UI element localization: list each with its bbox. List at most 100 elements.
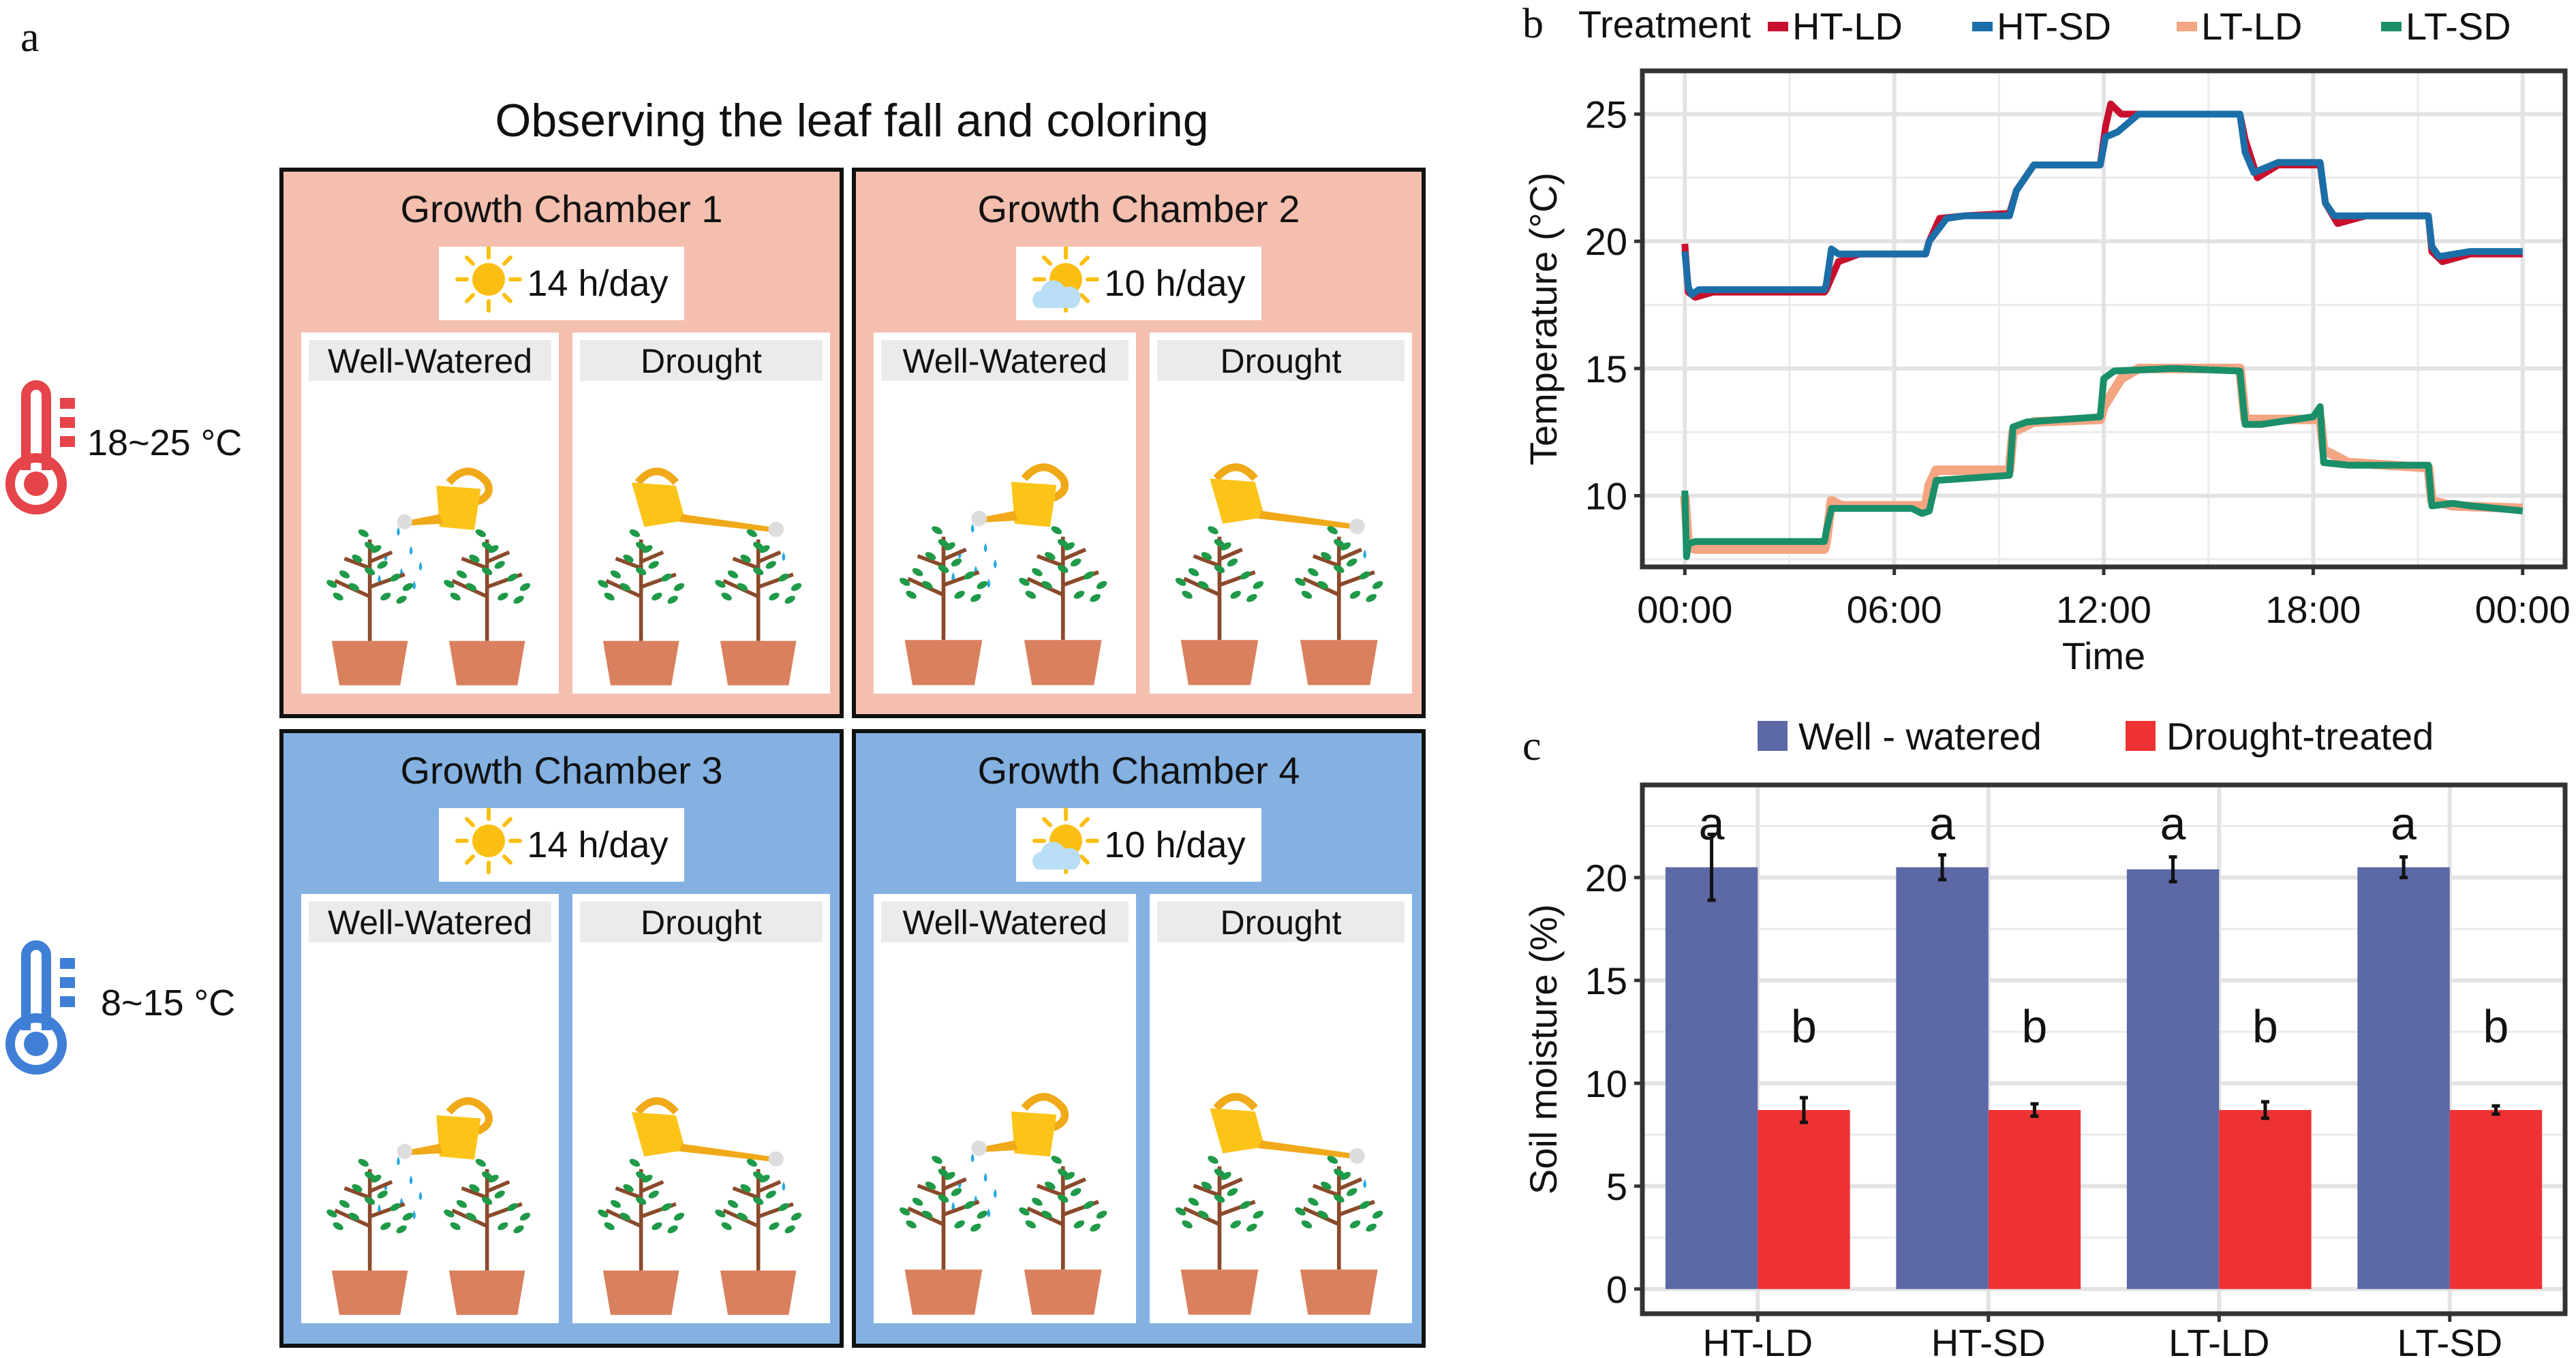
- thermometer-icon: [5, 940, 75, 1075]
- photoperiod-badge: 14 h/day: [439, 807, 684, 884]
- y-tick-label: 15: [1585, 348, 1627, 390]
- growth-chamber-1: Growth Chamber 1 14 h/day Well-Watered D…: [279, 168, 844, 718]
- significance-letter: a: [2160, 798, 2186, 850]
- x-tick-label: 00:00: [1637, 588, 1732, 631]
- potted-plant-icon: [899, 1156, 988, 1315]
- y-tick-label: 15: [1585, 959, 1627, 1002]
- legend-label: LT-SD: [2406, 5, 2511, 48]
- photoperiod-label: 10 h/day: [1104, 263, 1246, 304]
- panel-label-a: a: [20, 14, 40, 61]
- series-line-ht-sd: [1681, 110, 2523, 298]
- water-drop-icon: [782, 1182, 786, 1191]
- treatment-label: Well-Watered: [309, 901, 551, 942]
- photoperiod-badge: 14 h/day: [439, 245, 684, 322]
- significance-letter: b: [1791, 1000, 1817, 1052]
- water-drop-icon: [1363, 1179, 1367, 1188]
- y-tick-label: 0: [1606, 1268, 1627, 1311]
- legend-label: LT-LD: [2201, 5, 2302, 48]
- bar-ht-sd-well-watered: [1896, 867, 1989, 1289]
- y-axis-title: Soil moisture (%): [1522, 904, 1565, 1194]
- significance-letter: a: [2391, 798, 2417, 850]
- treatment-well-watered: Well-Watered: [301, 894, 559, 1323]
- series-line-lt-sd: [1681, 365, 2524, 561]
- treatment-drought: Drought: [572, 894, 830, 1323]
- treatment-drought: Drought: [572, 333, 830, 694]
- water-drop-icon: [409, 546, 413, 555]
- sun-icon: [455, 807, 523, 884]
- water-drop-icon: [951, 1201, 955, 1211]
- watering-can-icon: [397, 467, 493, 530]
- treatment-label: Drought: [1157, 901, 1405, 942]
- water-drop-icon: [970, 523, 975, 533]
- temperature-chart: Treatment HT-LD HT-SD LT-LD LT-SD 10 15 20 25 00:…: [1522, 0, 2576, 709]
- bar-lt-sd-drought: [2449, 1110, 2543, 1289]
- legend-swatch: [1768, 22, 1788, 31]
- legend-label: Well - watered: [1798, 715, 2042, 758]
- watering-can-icon: [397, 1097, 493, 1160]
- watering-can-icon: [1210, 1093, 1365, 1164]
- growth-chamber-3: Growth Chamber 3 14 h/day Well-Watered D…: [279, 729, 844, 1348]
- potted-plant-icon: [598, 1158, 685, 1315]
- water-drop-icon: [397, 1156, 400, 1166]
- legend-swatch: [2381, 22, 2402, 31]
- legend-swatch: [1758, 721, 1788, 751]
- growth-chamber-4: Growth Chamber 4 10 h/day Well-Watered D…: [852, 729, 1426, 1348]
- treatment-well-watered: Well-Watered: [874, 894, 1136, 1323]
- legend-label: Drought-treated: [2166, 715, 2434, 758]
- x-tick-label: LT-LD: [2168, 1321, 2269, 1358]
- water-drop-icon: [418, 1191, 423, 1201]
- watering-can-icon: [971, 1093, 1069, 1157]
- legend-swatch: [2126, 721, 2156, 751]
- treatment-label: Well-Watered: [881, 340, 1129, 381]
- potted-plant-icon: [1019, 1156, 1107, 1315]
- watering-can-icon: [631, 1097, 784, 1167]
- potted-plant-icon: [899, 526, 988, 685]
- x-tick-label: LT-SD: [2397, 1321, 2502, 1358]
- treatment-drought: Drought: [1150, 333, 1412, 694]
- potted-plant-icon: [326, 1158, 414, 1315]
- water-drop-icon: [378, 1203, 381, 1213]
- temperature-range-label: 8~15 °C: [101, 983, 236, 1023]
- treatment-label: Drought: [580, 340, 823, 381]
- potted-plant-icon: [715, 529, 802, 685]
- treatment-label: Drought: [580, 901, 823, 942]
- photoperiod-badge: 10 h/day: [1016, 807, 1261, 882]
- potted-plant-icon: [1175, 526, 1264, 685]
- potted-plant-icon: [1019, 526, 1107, 685]
- water-drop-icon: [987, 1208, 991, 1218]
- water-drop-icon: [987, 578, 991, 588]
- temperature-group-low: 8~15 °C: [5, 928, 235, 1078]
- panel-label-b: b: [1522, 1, 1544, 47]
- water-drop-icon: [983, 543, 987, 553]
- potted-plant-icon: [326, 529, 414, 685]
- plot-border: [1640, 782, 2568, 1316]
- bar-ht-sd-drought: [1988, 1110, 2081, 1289]
- y-tick-label: 25: [1585, 93, 1627, 136]
- chamber-title: Growth Chamber 2: [977, 187, 1300, 230]
- potted-plant-icon: [1295, 526, 1383, 685]
- potted-plant-icon: [444, 1158, 531, 1315]
- y-tick-label: 5: [1606, 1165, 1627, 1208]
- water-drop-icon: [412, 1210, 416, 1220]
- significance-letter: b: [2252, 1000, 2278, 1052]
- significance-letter: a: [1699, 798, 1725, 850]
- soil-moisture-chart-svg: Well - watered Drought-treated a a a a b b b b 0 5 1…: [1522, 715, 2568, 1358]
- water-drop-icon: [418, 561, 423, 571]
- watering-can-icon: [971, 463, 1069, 527]
- legend-title: Treatment: [1578, 3, 1751, 46]
- bar-lt-sd-well-watered: [2357, 867, 2450, 1289]
- soil-moisture-chart: Well - watered Drought-treated a a a a b b b b 0 5 1…: [1522, 709, 2576, 1358]
- bar-lt-ld-well-watered: [2126, 869, 2220, 1289]
- water-drop-icon: [397, 527, 400, 536]
- temperature-range-label: 18~25 °C: [87, 422, 243, 463]
- x-tick-label: 06:00: [1847, 588, 1942, 631]
- potted-plant-icon: [598, 529, 685, 685]
- water-drop-icon: [970, 1153, 975, 1162]
- diagram-title: Observing the leaf fall and coloring: [495, 95, 1209, 146]
- sun-icon: [455, 245, 523, 322]
- sun-cloud-icon: [1032, 245, 1100, 322]
- growth-chamber-2: Growth Chamber 2 10 h/day Well-Watered D…: [852, 168, 1426, 718]
- treatment-label: Drought: [1157, 340, 1405, 381]
- x-axis-title: Time: [2062, 634, 2145, 677]
- treatment-drought: Drought: [1150, 894, 1412, 1323]
